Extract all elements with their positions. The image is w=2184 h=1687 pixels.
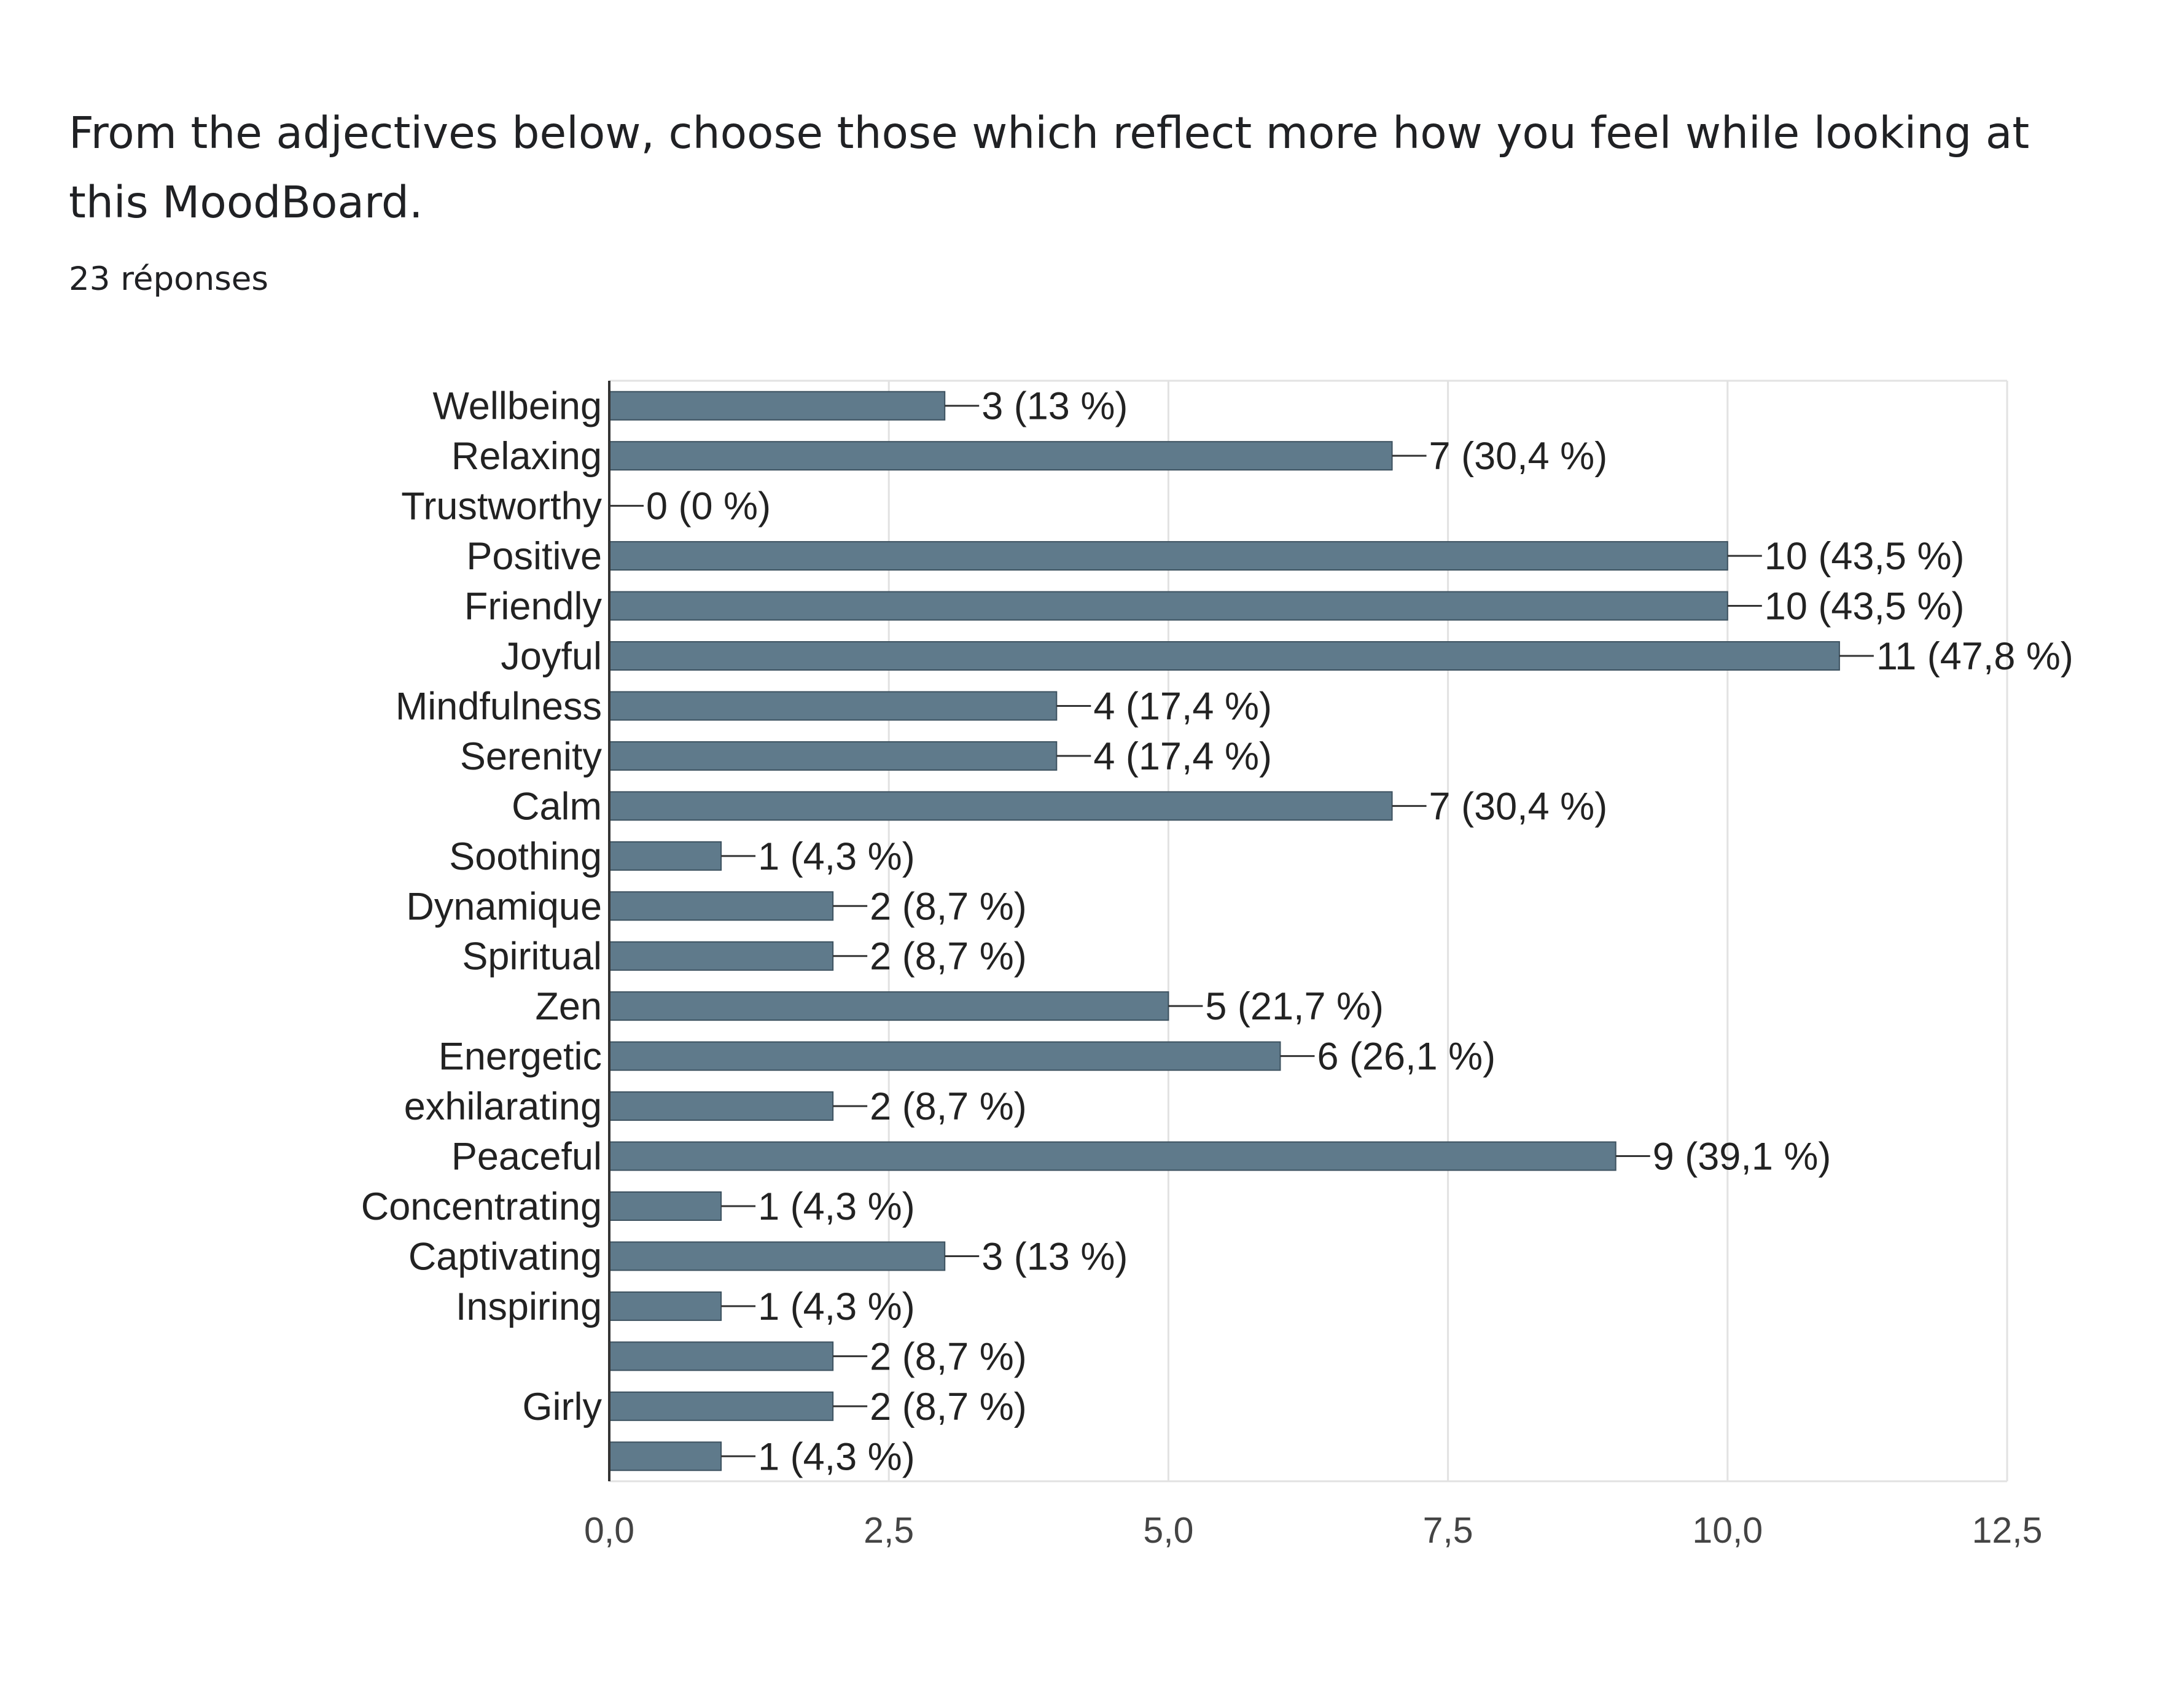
x-tick-label: 10,0 (1692, 1510, 1763, 1551)
bar (609, 1091, 834, 1121)
bar (609, 691, 1058, 721)
bar (609, 1441, 722, 1471)
bar (609, 1291, 722, 1321)
bar (609, 791, 1393, 821)
bar (609, 1041, 1281, 1071)
category-label: Wellbeing (432, 385, 602, 428)
x-tick-label: 0,0 (584, 1510, 634, 1551)
data-label: 1 (4,3 %) (758, 1285, 915, 1328)
bar (609, 1391, 834, 1421)
data-label: 1 (4,3 %) (758, 1435, 915, 1478)
bar (609, 991, 1169, 1021)
data-label: 10 (43,5 %) (1765, 535, 1965, 578)
data-label: 11 (47,8 %) (1876, 635, 2073, 678)
data-label: 2 (8,7 %) (870, 1385, 1027, 1428)
category-label: Calm (512, 785, 602, 828)
data-label: 5 (21,7 %) (1205, 985, 1384, 1028)
category-label: Friendly (464, 585, 603, 628)
bar (609, 841, 722, 871)
data-label: 1 (4,3 %) (758, 1185, 915, 1228)
bar (609, 941, 834, 971)
data-label: 3 (13 %) (981, 385, 1128, 428)
data-label: 2 (8,7 %) (870, 1335, 1027, 1378)
bars (609, 391, 1874, 1471)
category-label: Serenity (460, 735, 603, 778)
category-label: Concentrating (361, 1185, 602, 1228)
data-label: 2 (8,7 %) (870, 1085, 1027, 1128)
category-label: Spiritual (462, 935, 602, 978)
data-label: 2 (8,7 %) (870, 885, 1027, 928)
data-label: 4 (17,4 %) (1093, 685, 1272, 728)
question-title: From the adjectives below, choose those … (69, 107, 2030, 228)
category-label: Zen (535, 985, 602, 1028)
data-label: 1 (4,3 %) (758, 835, 915, 878)
response-count: 23 réponses (69, 260, 269, 298)
x-tick-label: 7,5 (1423, 1510, 1473, 1551)
labels: 0,0 2,5 5,0 7,5 10,0 12,5 3 (13 %) Wellbeing 7 (… (361, 385, 2073, 1551)
category-label: Relaxing (451, 435, 602, 478)
category-label: Girly (523, 1385, 603, 1428)
data-label: 10 (43,5 %) (1765, 585, 1965, 628)
bar (609, 591, 1728, 621)
category-label: Mindfulness (396, 685, 602, 728)
data-label: 7 (30,4 %) (1429, 435, 1608, 478)
category-label: Inspiring (456, 1285, 602, 1328)
data-label: 4 (17,4 %) (1093, 735, 1272, 778)
category-label: Captivating (408, 1235, 602, 1278)
data-label: 0 (0 %) (646, 485, 771, 528)
data-label: 2 (8,7 %) (870, 935, 1027, 978)
bar (609, 741, 1058, 771)
data-label: 3 (13 %) (981, 1235, 1128, 1278)
category-label: Soothing (449, 835, 602, 878)
bar (609, 891, 834, 921)
x-tick-label: 2,5 (864, 1510, 914, 1551)
category-label: Positive (466, 535, 602, 578)
x-tick-label: 12,5 (1972, 1510, 2043, 1551)
category-label: Trustworthy (401, 485, 602, 528)
data-label: 7 (30,4 %) (1429, 785, 1608, 828)
category-label: Joyful (501, 635, 602, 678)
data-label: 6 (26,1 %) (1317, 1035, 1496, 1078)
bar (609, 1141, 1617, 1171)
category-label: Peaceful (451, 1136, 602, 1179)
category-label: exhilarating (404, 1085, 602, 1128)
x-tick-label: 5,0 (1143, 1510, 1193, 1551)
bar (609, 541, 1728, 571)
bar (609, 441, 1393, 471)
bar (609, 1191, 722, 1221)
bar (609, 1341, 834, 1371)
data-label: 9 (39,1 %) (1653, 1136, 1831, 1179)
category-label: Energetic (439, 1035, 602, 1078)
bar (609, 1241, 946, 1271)
bar (609, 391, 946, 421)
category-label: Dynamique (406, 885, 602, 928)
bar (609, 641, 1840, 671)
